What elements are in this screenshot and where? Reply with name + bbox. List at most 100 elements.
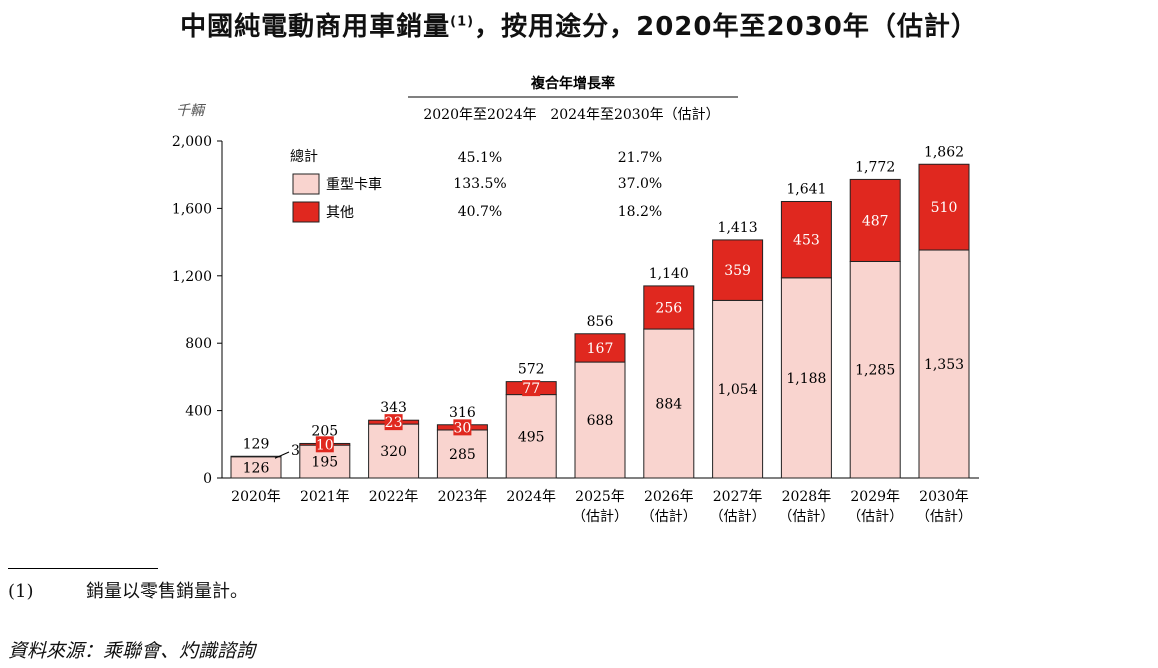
cagr-col2-header: 2024年至2030年（估計） — [550, 107, 719, 123]
data-label-total: 343 — [380, 400, 407, 416]
data-label-box — [453, 419, 472, 436]
data-label-total: 1,140 — [649, 266, 689, 282]
data-label-other: 3 — [291, 443, 300, 459]
data-label-total: 129 — [243, 436, 270, 452]
cagr-value-2024-2030: 21.7% — [618, 150, 662, 166]
legend: 總計 45.1% 21.7% 重型卡車 133.5% 37.0% 其他 40.7% 18.2% — [290, 148, 662, 223]
bar-other — [780, 200, 832, 279]
data-label-box — [384, 414, 403, 431]
cagr-col1-header: 2020年至2024年 — [423, 107, 536, 123]
x-tick-label: 2030年 — [919, 489, 969, 505]
legend-swatch-heavy-truck — [292, 173, 320, 195]
chart-title-footnote-ref: (1) — [450, 14, 475, 30]
data-label-total: 1,772 — [855, 159, 895, 175]
x-tick-label: 2025年 — [575, 489, 625, 505]
data-label-heavy-truck: 1,353 — [924, 357, 964, 373]
data-label-other: 359 — [724, 263, 751, 279]
x-tick-label: 2029年 — [850, 489, 900, 505]
x-tick-label-estimate: （估計） — [572, 509, 628, 525]
data-label-total: 1,413 — [718, 220, 758, 236]
data-label-total: 316 — [449, 405, 476, 421]
cagr-value-2024-2030: 18.2% — [618, 204, 662, 220]
bar-heavy-truck — [643, 328, 695, 479]
x-tick-label-estimate: （估計） — [778, 509, 834, 525]
y-tick-label: 400 — [185, 404, 212, 420]
data-label-box — [522, 380, 541, 397]
data-label-other: 23 — [385, 415, 403, 431]
bar-heavy-truck — [780, 277, 832, 479]
legend-swatch-other — [292, 201, 320, 223]
cagr-header: 複合年增長率 — [530, 75, 615, 92]
leader-line — [274, 451, 290, 459]
data-label-other: 453 — [793, 233, 820, 249]
x-tick-label: 2021年 — [300, 489, 350, 505]
x-tick-label: 2020年 — [231, 489, 281, 505]
bar-other — [574, 333, 626, 363]
y-axis-unit: 千輛 — [176, 103, 207, 119]
footnote-number: (1) — [8, 581, 34, 602]
x-tick-label: 2023年 — [438, 489, 488, 505]
data-label-other: 487 — [862, 213, 889, 229]
data-label-heavy-truck: 1,285 — [855, 363, 895, 379]
x-tick-label-estimate: （估計） — [710, 509, 766, 525]
bar-other — [712, 239, 764, 301]
stacked-bar-chart: 複合年增長率 2020年至2024年 2024年至2030年（估計） 千輛 0 4… — [172, 75, 979, 525]
x-tick-label-estimate: （估計） — [641, 509, 697, 525]
y-tick-label: 800 — [185, 336, 212, 352]
data-label-heavy-truck: 1,054 — [718, 382, 758, 398]
y-tick-label: 1,200 — [172, 269, 212, 285]
x-tick-label: 2022年 — [369, 489, 419, 505]
footnote-text: 銷量以零售銷量計。 — [86, 581, 248, 602]
footnote: (1) 銷量以零售銷量計。 — [8, 577, 248, 603]
y-tick-label: 2,000 — [172, 134, 212, 150]
legend-label-other: 其他 — [326, 205, 354, 221]
data-label-heavy-truck: 1,188 — [786, 371, 826, 387]
data-label-heavy-truck: 495 — [518, 429, 545, 445]
bar-heavy-truck — [505, 394, 557, 479]
data-label-other: 10 — [316, 437, 334, 453]
data-label-heavy-truck: 285 — [449, 447, 476, 463]
x-tick-label: 2027年 — [713, 489, 763, 505]
bar-heavy-truck — [849, 260, 901, 479]
data-label-heavy-truck: 688 — [587, 413, 614, 429]
data-label-heavy-truck: 195 — [311, 455, 338, 471]
legend-label-heavy-truck: 重型卡車 — [326, 176, 382, 193]
chart-title-main: 中國純電動商用車銷量 — [180, 12, 451, 42]
x-tick-label-estimate: （估計） — [847, 509, 903, 525]
data-label-total: 1,641 — [786, 181, 826, 197]
bar-heavy-truck — [368, 423, 420, 479]
y-tick-label: 0 — [203, 471, 212, 487]
data-label-total: 856 — [587, 314, 614, 330]
data-label-other: 510 — [931, 200, 958, 216]
x-tick-label: 2028年 — [782, 489, 832, 505]
data-label-other: 30 — [453, 420, 471, 436]
x-tick-label-estimate: （估計） — [916, 509, 972, 525]
x-tick-label: 2026年 — [644, 489, 694, 505]
bar-other — [643, 285, 695, 330]
cagr-value-2020-2024: 40.7% — [458, 204, 502, 220]
data-label-total: 572 — [518, 362, 545, 378]
bar-other — [230, 455, 282, 458]
data-label-heavy-truck: 884 — [655, 397, 682, 413]
data-label-total: 1,862 — [924, 144, 964, 160]
data-label-box — [315, 436, 334, 453]
data-label-other: 256 — [655, 300, 682, 316]
legend-total-label: 總計 — [290, 148, 318, 165]
data-label-other: 77 — [522, 381, 540, 397]
source-note: 資料來源：乘聯會、灼識諮詢 — [8, 640, 256, 662]
bar-heavy-truck — [712, 299, 764, 479]
chart-title: 中國純電動商用車銷量(1)，按用途分，2020年至2030年（估計） — [0, 6, 1158, 43]
cagr-value-2024-2030: 37.0% — [618, 176, 662, 192]
bar-heavy-truck — [436, 429, 488, 479]
bar-heavy-truck — [918, 249, 970, 479]
bar-other — [918, 163, 970, 251]
cagr-value-2020-2024: 133.5% — [453, 176, 506, 192]
x-tick-label: 2024年 — [506, 489, 556, 505]
cagr-value-2020-2024: 45.1% — [458, 150, 502, 166]
bar-other — [849, 178, 901, 262]
data-label-heavy-truck: 126 — [243, 460, 270, 476]
data-label-heavy-truck: 320 — [380, 444, 407, 460]
chart-title-rest: ，按用途分，2020年至2030年（估計） — [474, 12, 978, 42]
footnote-divider — [8, 568, 158, 569]
